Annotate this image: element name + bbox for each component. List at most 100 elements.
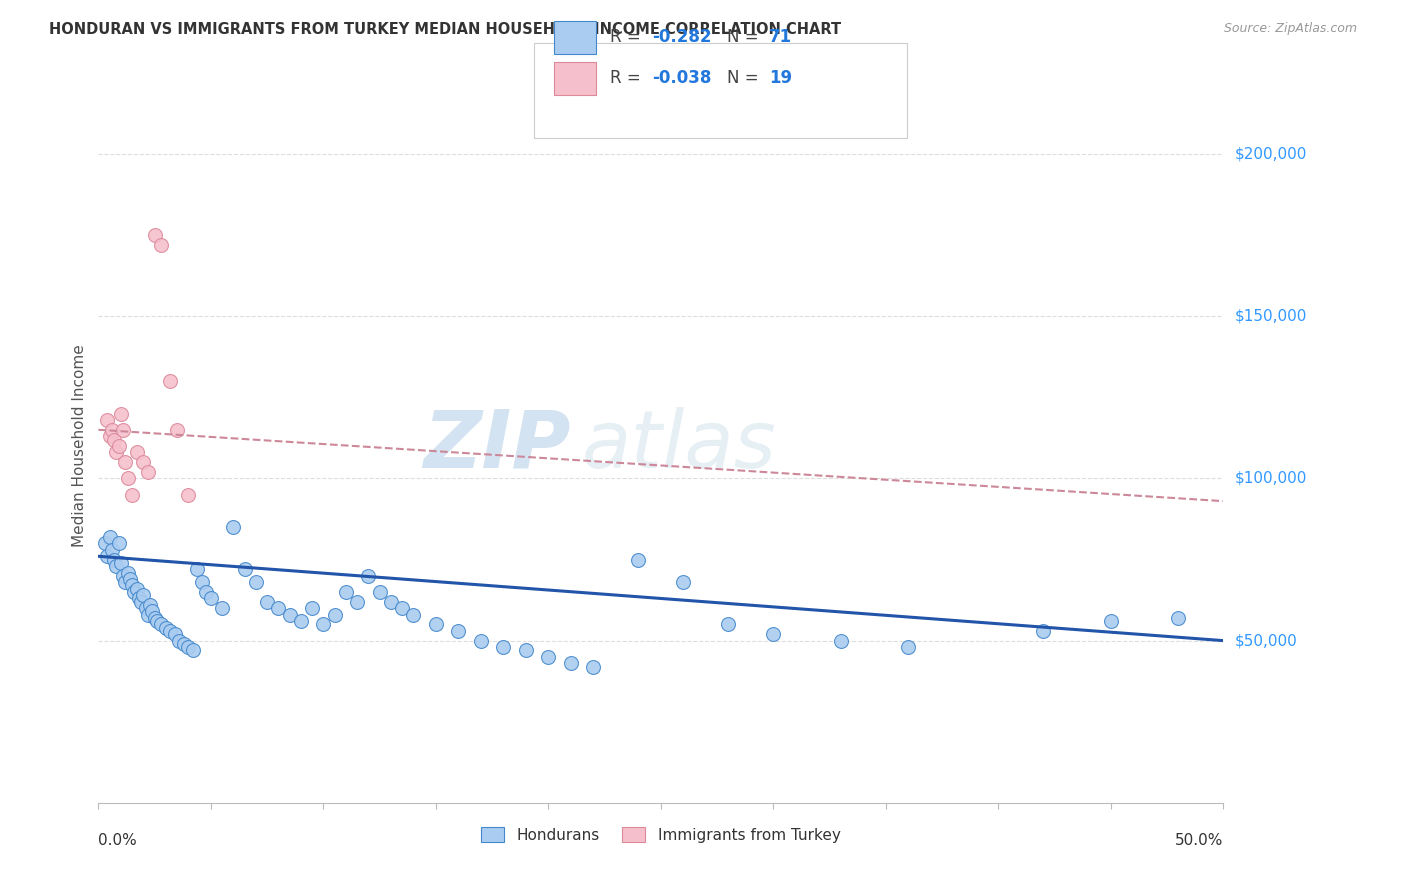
Point [1099,614,1122,628]
Point [830,633,852,648]
Point [222,520,245,534]
Legend: Hondurans, Immigrants from Turkey: Hondurans, Immigrants from Turkey [475,821,846,848]
Point [267,601,290,615]
Point [143,228,166,243]
Point [1167,611,1189,625]
Text: $100,000: $100,000 [1234,471,1306,486]
Point [117,566,139,580]
Text: $150,000: $150,000 [1234,309,1306,324]
Point [112,568,135,582]
Y-axis label: Median Household Income: Median Household Income [72,344,87,548]
Point [492,640,515,654]
Point [96,549,118,564]
Point [121,488,143,502]
Point [515,643,537,657]
Text: N =: N = [727,29,763,46]
Point [121,578,143,592]
Point [278,607,301,622]
Point [103,552,125,566]
Point [173,637,195,651]
Point [103,433,125,447]
Point [124,585,146,599]
Point [256,595,278,609]
Point [537,649,560,664]
Point [181,643,204,657]
Text: ZIP: ZIP [423,407,571,485]
Point [159,624,181,638]
Point [114,575,136,590]
Point [627,552,650,566]
Text: R =: R = [610,70,647,87]
Point [560,657,582,671]
Point [191,575,214,590]
Point [672,575,695,590]
Point [1032,624,1054,638]
Point [346,595,368,609]
Point [391,601,413,615]
Point [96,413,118,427]
Point [150,238,173,252]
Point [136,465,159,479]
Point [357,568,380,582]
Point [132,455,155,469]
Point [245,575,267,590]
Point [139,598,162,612]
Point [200,591,222,606]
Point [125,445,148,459]
Point [146,614,169,628]
Text: -0.282: -0.282 [652,29,711,46]
Point [380,595,402,609]
Point [112,423,135,437]
Text: $50,000: $50,000 [1234,633,1298,648]
Text: atlas: atlas [582,407,778,485]
Text: 71: 71 [769,29,792,46]
Point [402,607,425,622]
Point [105,445,128,459]
Point [128,591,150,606]
Point [897,640,920,654]
Point [129,595,152,609]
Text: R =: R = [610,29,647,46]
Point [141,604,163,618]
Point [195,585,218,599]
Point [169,633,191,648]
Point [118,572,141,586]
Text: Source: ZipAtlas.com: Source: ZipAtlas.com [1223,22,1357,36]
Text: HONDURAN VS IMMIGRANTS FROM TURKEY MEDIAN HOUSEHOLD INCOME CORRELATION CHART: HONDURAN VS IMMIGRANTS FROM TURKEY MEDIA… [49,22,841,37]
Point [155,621,177,635]
Point [166,423,188,437]
Text: N =: N = [727,70,763,87]
Point [447,624,470,638]
Point [159,374,181,388]
Text: 0.0%: 0.0% [98,833,138,848]
Point [114,455,136,469]
Point [233,562,256,576]
Point [117,471,139,485]
Point [101,423,124,437]
Point [186,562,208,576]
Point [177,640,200,654]
Point [301,601,323,615]
Point [136,607,159,622]
Point [717,617,740,632]
Point [110,556,132,570]
Point [425,617,447,632]
Point [470,633,492,648]
Point [368,585,391,599]
Point [290,614,312,628]
Point [110,407,132,421]
Point [125,582,148,596]
Point [582,659,605,673]
Point [323,607,346,622]
Text: 19: 19 [769,70,792,87]
Text: 50.0%: 50.0% [1175,833,1223,848]
Point [98,530,121,544]
Point [143,611,166,625]
Point [150,617,173,632]
Text: -0.038: -0.038 [652,70,711,87]
Point [135,601,157,615]
Point [94,536,117,550]
Point [762,627,785,641]
Point [105,559,128,574]
Point [211,601,233,615]
